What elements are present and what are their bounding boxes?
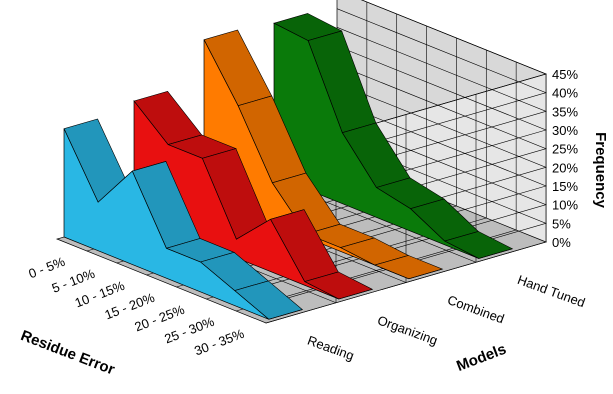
- area-end-cap: [478, 248, 513, 259]
- area-front-face: [63, 128, 270, 320]
- gridline-horizontal: [265, 139, 547, 305]
- y-tick-label: 40%: [552, 86, 578, 101]
- series-combined: [203, 29, 444, 280]
- x-axis-title: Residue Error: [18, 327, 117, 378]
- y-tick-label: 15%: [552, 179, 578, 194]
- area-front-face: [273, 22, 479, 259]
- area-end-cap: [338, 289, 373, 300]
- y-tick-label: 45%: [552, 67, 578, 82]
- y-tick-label: 10%: [552, 198, 578, 213]
- y-tick-label: 30%: [552, 123, 578, 138]
- y-tick-labels: 0% 5% 10% 15% 20% 25% 30% 35% 40% 45%: [552, 67, 578, 250]
- series-axis-label: Combined: [445, 292, 506, 326]
- y-tick-label: 5%: [552, 216, 571, 231]
- gridline-horizontal: [265, 83, 547, 249]
- y-tick-label: 20%: [552, 160, 578, 175]
- z-axis-title: Models: [454, 341, 508, 375]
- y-tick-label: 25%: [552, 142, 578, 157]
- y-axis-title: Frequency: [592, 132, 609, 209]
- area-end-cap: [268, 309, 303, 320]
- series-axis-label: Hand Tuned: [515, 272, 587, 310]
- y-tick-label: 35%: [552, 104, 578, 119]
- series-layer: [63, 13, 514, 320]
- series-reading: [63, 118, 304, 320]
- y-tick-label: 0%: [552, 235, 571, 250]
- series-axis-label: Organizing: [375, 312, 439, 348]
- series-axis-label: Reading: [305, 333, 356, 364]
- area-end-cap: [408, 268, 443, 280]
- series-hand-tuned: [273, 13, 514, 259]
